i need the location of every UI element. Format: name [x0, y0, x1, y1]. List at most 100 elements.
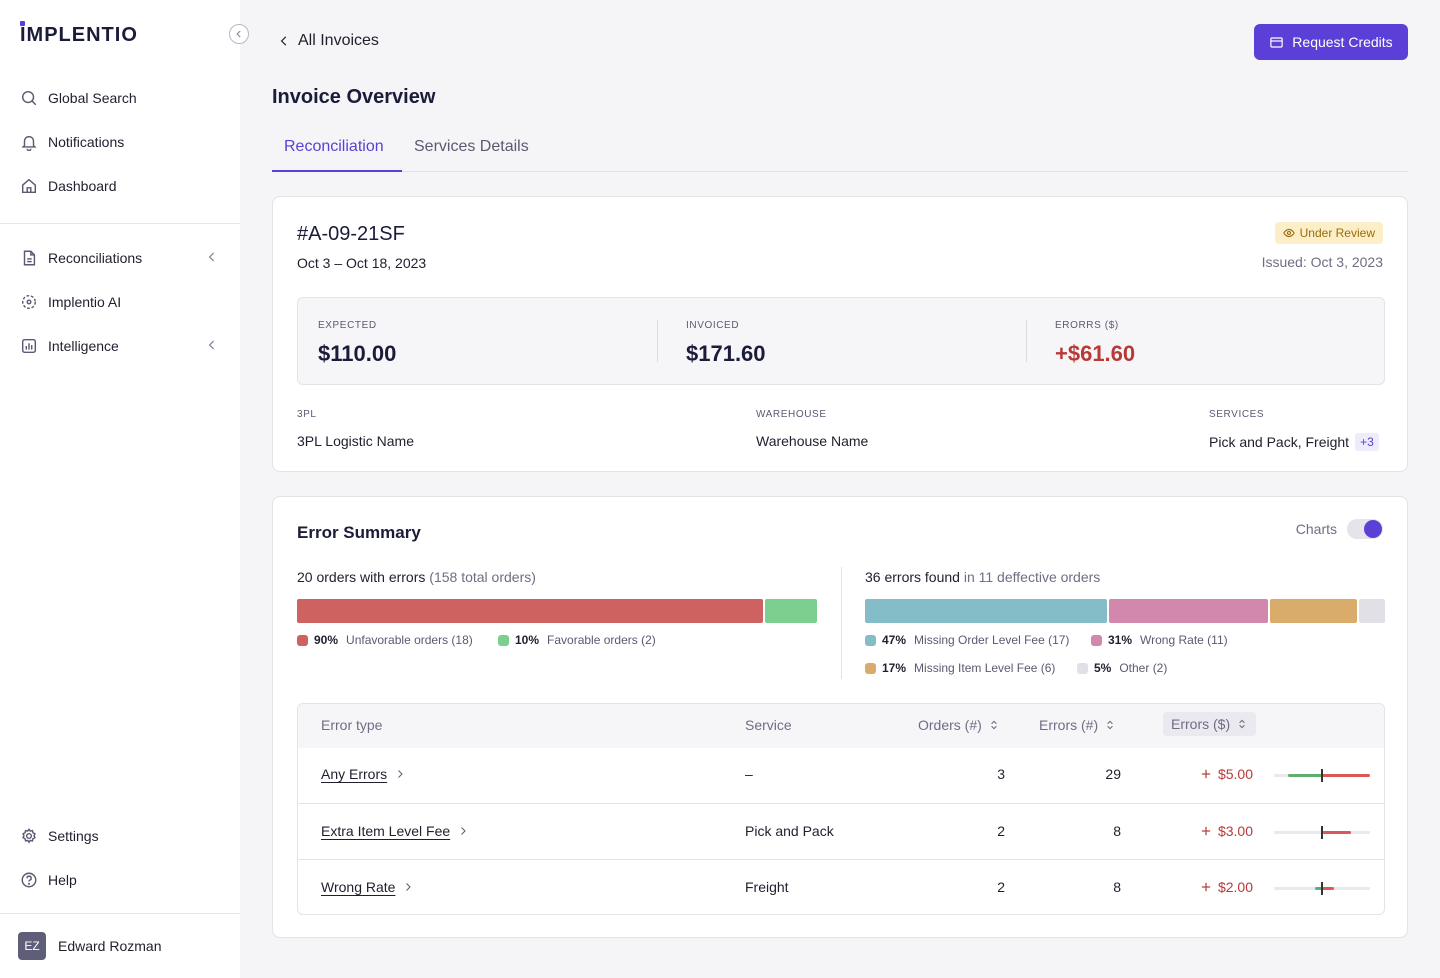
col-orders-label: Orders (#)	[918, 717, 982, 733]
nav-label: Global Search	[48, 90, 137, 106]
user-profile[interactable]: EZ Edward Rozman	[18, 932, 162, 960]
nav-label: Intelligence	[48, 338, 119, 354]
sidebar-divider	[0, 913, 240, 914]
bar-segment[interactable]	[865, 599, 1107, 623]
legend-label: Unfavorable orders (18)	[346, 633, 473, 647]
bar-segment[interactable]	[1359, 599, 1385, 623]
bar-chart-icon	[21, 338, 37, 354]
errors-value: +$61.60	[1055, 341, 1136, 366]
col-errors[interactable]: Errors (#)	[1039, 717, 1116, 733]
nav-notifications[interactable]: Notifications	[20, 130, 220, 154]
error-type-link[interactable]: Wrong Rate	[321, 879, 413, 895]
services-more-badge[interactable]: +3	[1355, 433, 1379, 451]
amount-cell: $5.00	[1183, 766, 1253, 782]
nav-global-search[interactable]: Global Search	[20, 86, 220, 110]
col-orders[interactable]: Orders (#)	[918, 717, 1000, 733]
expected-total: EXPECTED $110.00	[318, 320, 396, 367]
bar-segment[interactable]	[765, 599, 817, 623]
sidebar-divider	[0, 223, 240, 224]
error-type-text: Any Errors	[321, 766, 388, 782]
table-row[interactable]: Extra Item Level Fee Pick and Pack 2 8 $…	[298, 803, 1384, 859]
legend-item: 10% Favorable orders (2)	[498, 633, 656, 647]
error-type-link[interactable]: Extra Item Level Fee	[321, 823, 468, 839]
divider	[657, 320, 658, 362]
divider	[1026, 320, 1027, 362]
nav-implentio-ai[interactable]: Implentio AI	[20, 290, 220, 314]
orders-summary-heading: 20 orders with errors (158 total orders)	[297, 569, 536, 585]
request-credits-button[interactable]: Request Credits	[1254, 24, 1408, 60]
chevron-right-icon	[461, 827, 466, 835]
tab-services-details[interactable]: Services Details	[414, 138, 529, 155]
nav-label: Reconciliations	[48, 250, 143, 266]
status-badge: Under Review	[1274, 222, 1383, 244]
back-label: All Invoices	[298, 32, 379, 49]
nav-label: Notifications	[48, 134, 125, 150]
mini-bar-red	[1322, 887, 1334, 890]
legend-swatch	[865, 634, 876, 646]
col-errors-usd[interactable]: Errors ($)	[1163, 712, 1257, 736]
sort-icon	[1107, 720, 1113, 730]
sort-icon	[991, 720, 997, 730]
request-credits-label: Request Credits	[1292, 34, 1393, 50]
legend-percent: 31%	[1108, 633, 1133, 647]
back-link[interactable]: All Invoices	[278, 32, 379, 50]
orders-cell: 2	[997, 879, 1005, 895]
charts-switch[interactable]	[1347, 519, 1383, 539]
invoiced-total: INVOICED $171.60	[686, 320, 766, 367]
nav-label: Dashboard	[48, 178, 117, 194]
eye-icon	[1282, 228, 1295, 238]
legend-percent: 5%	[1094, 661, 1112, 675]
user-name: Edward Rozman	[58, 938, 162, 954]
bar-segment[interactable]	[297, 599, 763, 623]
amount-value: $3.00	[1217, 823, 1253, 839]
sidebar: IMPLENTIO Global Search Notifications Da…	[0, 0, 240, 978]
totals-panel: EXPECTED $110.00 INVOICED $171.60 ERORRS…	[297, 297, 1385, 385]
tab-reconciliation[interactable]: Reconciliation	[284, 138, 384, 155]
errors-summary-heading: 36 errors found in 11 deffective orders	[865, 569, 1100, 585]
invoiced-label: INVOICED	[686, 320, 740, 331]
legend-item: 5% Other (2)	[1077, 661, 1167, 675]
logo[interactable]: IMPLENTIO	[20, 21, 138, 47]
legend-label: Wrong Rate (11)	[1140, 633, 1228, 647]
home-icon	[21, 178, 37, 194]
col-error-type[interactable]: Error type	[321, 717, 383, 733]
expected-value: $110.00	[318, 341, 397, 366]
nav-intelligence[interactable]: Intelligence	[20, 334, 220, 358]
bell-icon	[21, 135, 37, 151]
plus-icon	[1201, 769, 1211, 779]
chevron-left-icon	[236, 30, 241, 38]
legend-item: 90% Unfavorable orders (18)	[297, 633, 473, 647]
avatar: EZ	[18, 932, 46, 960]
table-row[interactable]: Any Errors – 3 29 $5.00	[298, 747, 1384, 803]
document-icon	[23, 250, 36, 266]
errors-head: 36 errors found	[865, 569, 960, 585]
error-type-text: Wrong Rate	[321, 879, 396, 895]
mini-bar-center-tick	[1321, 882, 1323, 895]
services-label: SERVICES	[1209, 409, 1265, 420]
nav-help[interactable]: Help	[20, 868, 220, 892]
charts-label: Charts	[1295, 521, 1337, 537]
collapse-sidebar-button[interactable]	[229, 24, 249, 44]
charts-toggle[interactable]: Charts	[1296, 519, 1383, 539]
amount-cell: $3.00	[1183, 823, 1253, 839]
nav-settings[interactable]: Settings	[20, 824, 220, 848]
threepl-info: 3PL 3PL Logistic Name	[297, 409, 414, 449]
legend-item: 31% Wrong Rate (11)	[1091, 633, 1228, 647]
chevron-right-icon	[406, 883, 412, 891]
mini-bar-center-tick	[1321, 769, 1323, 782]
errors-label: ERORRS ($)	[1055, 320, 1119, 331]
nav-dashboard[interactable]: Dashboard	[20, 174, 220, 198]
legend-swatch	[1091, 634, 1102, 646]
error-table: Error type Service Orders (#) Errors (#)…	[297, 703, 1385, 915]
col-service[interactable]: Service	[745, 717, 792, 733]
chevron-left-icon	[280, 36, 287, 46]
errors-cell: 8	[1113, 879, 1121, 895]
table-row[interactable]: Wrong Rate Freight 2 8 $2.00	[298, 859, 1384, 914]
error-summary-card: Error Summary Charts 20 orders with erro…	[272, 496, 1408, 938]
mini-bar-green	[1315, 887, 1322, 890]
bar-segment[interactable]	[1270, 599, 1357, 623]
error-type-link[interactable]: Any Errors	[321, 766, 405, 782]
bar-segment[interactable]	[1109, 599, 1268, 623]
nav-reconciliations[interactable]: Reconciliations	[20, 246, 220, 270]
page-title: Invoice Overview	[272, 86, 436, 108]
